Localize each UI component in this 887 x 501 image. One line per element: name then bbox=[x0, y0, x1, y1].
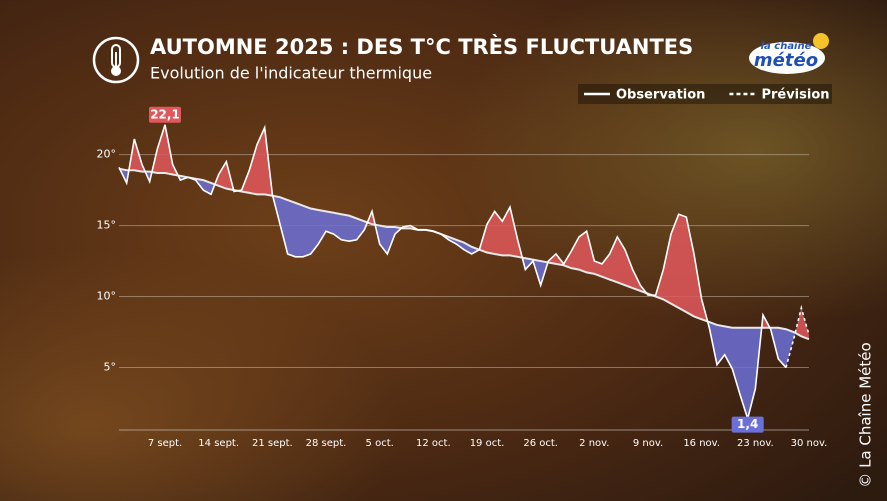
x-tick-label: 9 nov. bbox=[633, 438, 663, 449]
x-tick-label: 19 oct. bbox=[470, 438, 505, 449]
chart-subtitle: Evolution de l'indicateur thermique bbox=[150, 64, 432, 83]
legend-label: Observation bbox=[616, 88, 705, 103]
legend-box bbox=[578, 84, 832, 104]
x-tick-label: 28 sept. bbox=[306, 438, 347, 449]
x-tick-label: 23 nov. bbox=[737, 438, 774, 449]
logo-sun bbox=[813, 33, 829, 49]
x-tick-label: 7 sept. bbox=[148, 438, 182, 449]
anomaly-fill-above bbox=[119, 124, 809, 340]
x-tick-label: 16 nov. bbox=[683, 438, 720, 449]
x-tick-label: 26 oct. bbox=[523, 438, 558, 449]
x-tick-label: 2 nov. bbox=[579, 438, 609, 449]
x-tick-label: 30 nov. bbox=[791, 438, 828, 449]
logo-badge bbox=[749, 42, 825, 74]
value-label-box bbox=[149, 106, 181, 123]
legend-label: Prévision bbox=[761, 88, 829, 103]
thermometer-icon bbox=[92, 36, 140, 84]
chart-title: AUTOMNE 2025 : DES T°C TRÈS FLUCTUANTES bbox=[150, 34, 693, 59]
credit: © La Chaîne Météo bbox=[857, 342, 875, 487]
logo: la chaîne météo bbox=[749, 33, 829, 74]
value-label: 1,4 bbox=[737, 417, 758, 431]
y-tick-label: 10° bbox=[97, 290, 117, 303]
y-tick-label: 20° bbox=[97, 148, 117, 161]
series-line bbox=[118, 124, 787, 422]
y-tick-label: 15° bbox=[97, 219, 117, 232]
x-tick-label: 5 oct. bbox=[366, 438, 394, 449]
x-tick-label: 21 sept. bbox=[252, 438, 293, 449]
value-label-box bbox=[731, 416, 764, 433]
series-line bbox=[785, 304, 810, 368]
logo-text: météo bbox=[754, 50, 818, 71]
value-label: 22,1 bbox=[150, 107, 180, 121]
logo-text: la chaîne bbox=[761, 40, 812, 52]
x-tick-label: 12 oct. bbox=[416, 438, 451, 449]
y-tick-label: 5° bbox=[104, 361, 117, 374]
x-tick-label: 14 sept. bbox=[198, 438, 239, 449]
